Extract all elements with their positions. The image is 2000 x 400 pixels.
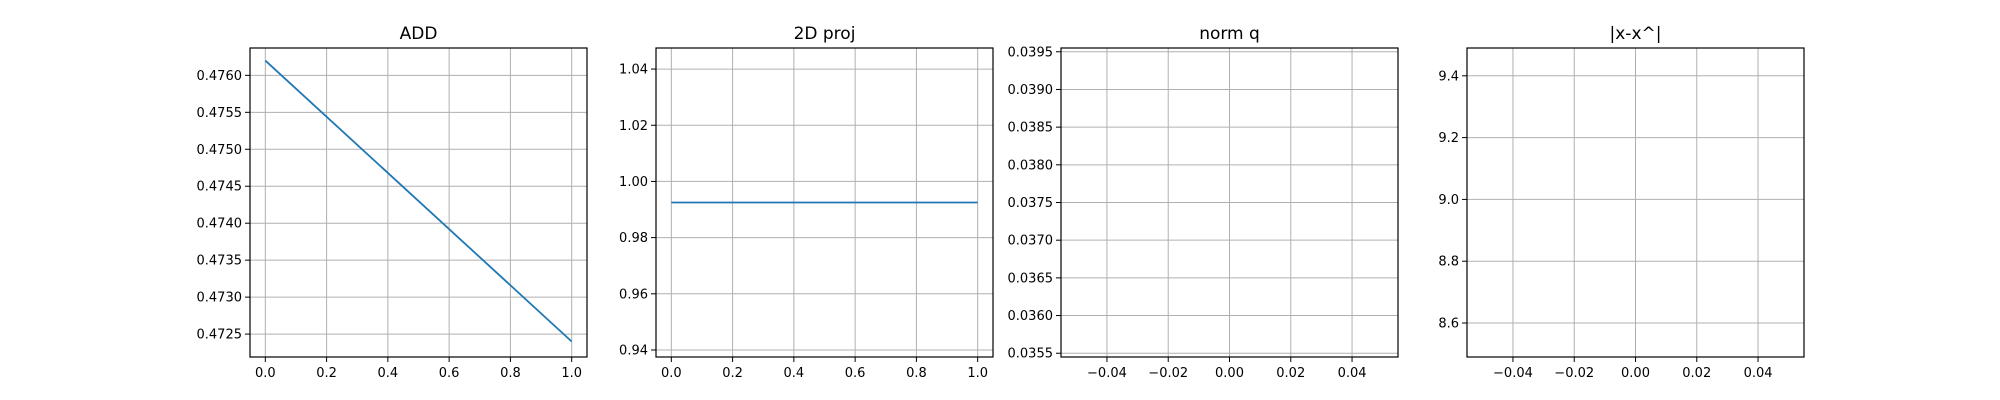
x-tick-label: 0.02 (1276, 366, 1305, 381)
subplot-x-xhat: |x-x^| −0.04 −0.02 0.00 0.02 0.04 8.6 8.8 9.0 9.2… (1438, 24, 1805, 381)
x-tick-label: 0.0 (661, 366, 682, 381)
x-tick-label: 0.2 (722, 366, 743, 381)
y-tick-label: 0.0390 (1008, 83, 1054, 98)
axes-frame (655, 47, 994, 358)
x-tick-label: 0.4 (784, 366, 805, 381)
x-tick-label: −0.02 (1148, 366, 1188, 381)
subplot-2d-proj: 2D proj 0.0 0.2 0.4 0.6 0.8 1.0 0.94 0.96 0.98 1.0… (619, 24, 994, 381)
y-tick-label: 0.4755 (197, 106, 243, 121)
y-tick-label: 0.0380 (1008, 158, 1054, 173)
x-tick-label: −0.04 (1087, 366, 1127, 381)
y-tick-label: 0.0365 (1008, 271, 1054, 286)
y-tick-label: 0.96 (619, 287, 648, 302)
y-tick-label: 0.4760 (197, 69, 243, 84)
y-tick-label: 0.98 (619, 231, 648, 246)
x-tick-label: 0.04 (1338, 366, 1367, 381)
subplot-title: 2D proj (794, 24, 856, 44)
y-tick-label: 8.8 (1438, 255, 1459, 270)
y-tick-label: 0.0360 (1008, 309, 1054, 324)
x-tick-label: 0.00 (1215, 366, 1244, 381)
x-tick-label: 0.6 (439, 366, 460, 381)
y-tick-label: 0.0385 (1008, 121, 1054, 136)
y-tick-label: 0.4735 (197, 254, 243, 269)
y-tick-label: 0.0375 (1008, 196, 1054, 211)
x-tick-label: 0.02 (1682, 366, 1711, 381)
y-tick-label: 9.2 (1438, 131, 1459, 146)
y-tick-label: 0.0395 (1008, 45, 1054, 60)
subplot-add: ADD 0.0 0.2 0.4 0.6 0.8 1.0 0.4725 0.4730 0.4735 0… (197, 24, 588, 381)
subplot-title: norm q (1199, 24, 1260, 44)
x-tick-label: 0.6 (845, 366, 866, 381)
y-tick-label: 0.4730 (197, 291, 243, 306)
y-tick-label: 1.02 (619, 119, 648, 134)
x-tick-label: 0.8 (500, 366, 521, 381)
y-tick-label: 9.4 (1438, 69, 1459, 84)
y-tick-label: 8.6 (1438, 317, 1459, 332)
subplot-title: ADD (400, 24, 438, 44)
y-tick-label: 0.4725 (197, 328, 243, 343)
x-tick-label: 0.2 (316, 366, 337, 381)
series-line (264, 59, 573, 343)
y-tick-label: 1.00 (619, 175, 648, 190)
y-tick-label: 9.0 (1438, 193, 1459, 208)
y-tick-label: 0.4750 (197, 143, 243, 158)
x-tick-label: 0.04 (1744, 366, 1773, 381)
x-tick-label: 1.0 (561, 366, 582, 381)
y-tick-label: 0.0355 (1008, 347, 1054, 362)
x-tick-label: 0.4 (378, 366, 399, 381)
subplot-title: |x-x^| (1610, 24, 1662, 44)
y-tick-label: 0.4745 (197, 180, 243, 195)
y-tick-label: 0.4740 (197, 217, 243, 232)
y-tick-label: 1.04 (619, 63, 648, 78)
subplot-norm-q: norm q −0.04 −0.02 0.00 0.02 0.04 0.0355 0.0360… (1008, 24, 1399, 381)
x-tick-label: 1.0 (967, 366, 988, 381)
x-tick-label: 0.00 (1621, 366, 1650, 381)
x-tick-label: −0.02 (1554, 366, 1594, 381)
x-tick-label: 0.8 (906, 366, 927, 381)
x-tick-label: −0.04 (1493, 366, 1533, 381)
axes-frame (249, 47, 588, 358)
y-tick-label: 0.0370 (1008, 234, 1054, 249)
y-tick-label: 0.94 (619, 343, 648, 358)
x-tick-label: 0.0 (255, 366, 276, 381)
